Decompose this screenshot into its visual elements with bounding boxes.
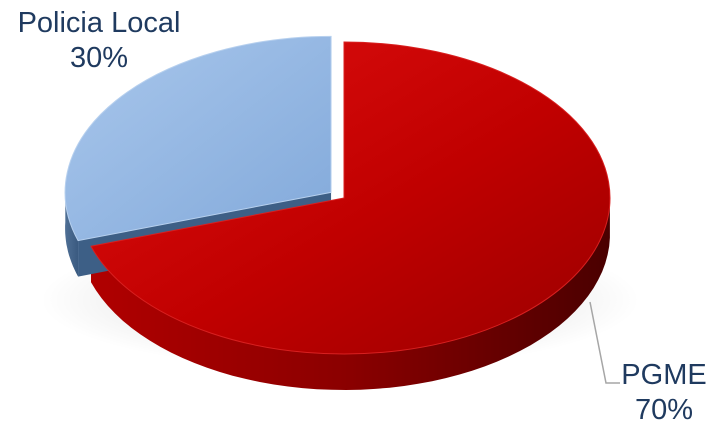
slice-percent: 70% — [634, 394, 694, 426]
slice-name: Policia Local — [17, 7, 181, 39]
slice-label-pgme: PGME 70% — [612, 358, 714, 428]
slice-percent: 30% — [69, 42, 129, 74]
slice-name: PGME — [621, 359, 707, 391]
slice-policia-local — [64, 35, 332, 242]
slice-side-pgme — [91, 193, 610, 390]
slice-label-policia-local: Policia Local 30% — [4, 6, 194, 76]
leader-line-pgme — [589, 301, 620, 384]
pie-tops — [64, 35, 611, 355]
slice-side-policia-local — [65, 186, 79, 277]
slice-pgme — [90, 41, 611, 355]
